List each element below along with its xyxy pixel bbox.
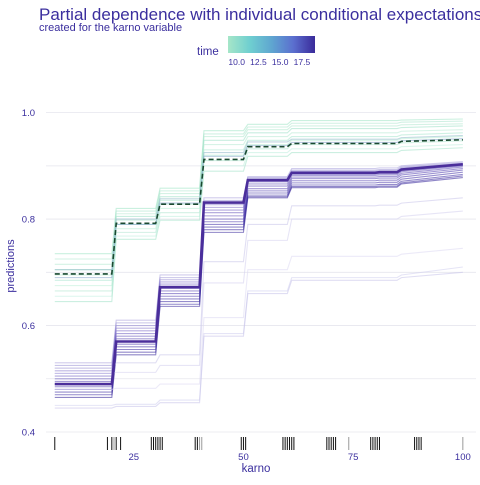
legend-title: time [197, 46, 219, 58]
ice-curve [54, 177, 463, 398]
x-axis: 25 50 75 100 [128, 452, 470, 463]
y-tick-label: 0.6 [22, 321, 35, 332]
pdp-line [54, 162, 463, 386]
y-tick-label: 0.8 [22, 215, 35, 226]
x-tick-label: 50 [238, 452, 249, 463]
ice-curve [54, 144, 463, 297]
y-axis: 0.4 0.6 0.8 1.0 [22, 108, 35, 438]
legend-colorbar [228, 36, 315, 53]
ice-curve [54, 247, 463, 390]
x-tick-label: 75 [348, 452, 359, 463]
ice-curve [54, 123, 463, 265]
mean-dashed-line [54, 138, 463, 275]
chart-subtitle: created for the karno variable [39, 22, 182, 34]
chart-title: Partial dependence with individual condi… [39, 5, 480, 24]
grid [46, 112, 476, 433]
pdp-series [54, 138, 463, 386]
ice-curve [54, 118, 463, 255]
ice-curve [54, 120, 463, 260]
x-tick-label: 25 [128, 452, 139, 463]
ice-curve [54, 147, 463, 303]
ice-curve [54, 132, 463, 281]
ice-curve [54, 129, 463, 276]
legend-tick-label: 17.5 [294, 57, 311, 67]
y-axis-label: predictions [5, 239, 17, 293]
legend-tick-label: 10.0 [228, 57, 245, 67]
x-tick-label: 100 [455, 452, 471, 463]
y-tick-label: 0.4 [22, 428, 35, 439]
legend-tick-label: 12.5 [250, 57, 267, 67]
ice-curves [54, 118, 463, 409]
ice-curve [54, 210, 463, 374]
legend-ticks: 10.0 12.5 15.0 17.5 [228, 57, 310, 67]
ice-curve [54, 197, 463, 369]
ice-curve [54, 271, 463, 409]
x-axis-label: karno [242, 463, 271, 475]
y-tick-label: 1.0 [22, 108, 35, 119]
rug [54, 437, 464, 450]
legend-tick-label: 15.0 [272, 57, 289, 67]
ice-curve [54, 134, 463, 271]
ice-curve [54, 125, 463, 271]
